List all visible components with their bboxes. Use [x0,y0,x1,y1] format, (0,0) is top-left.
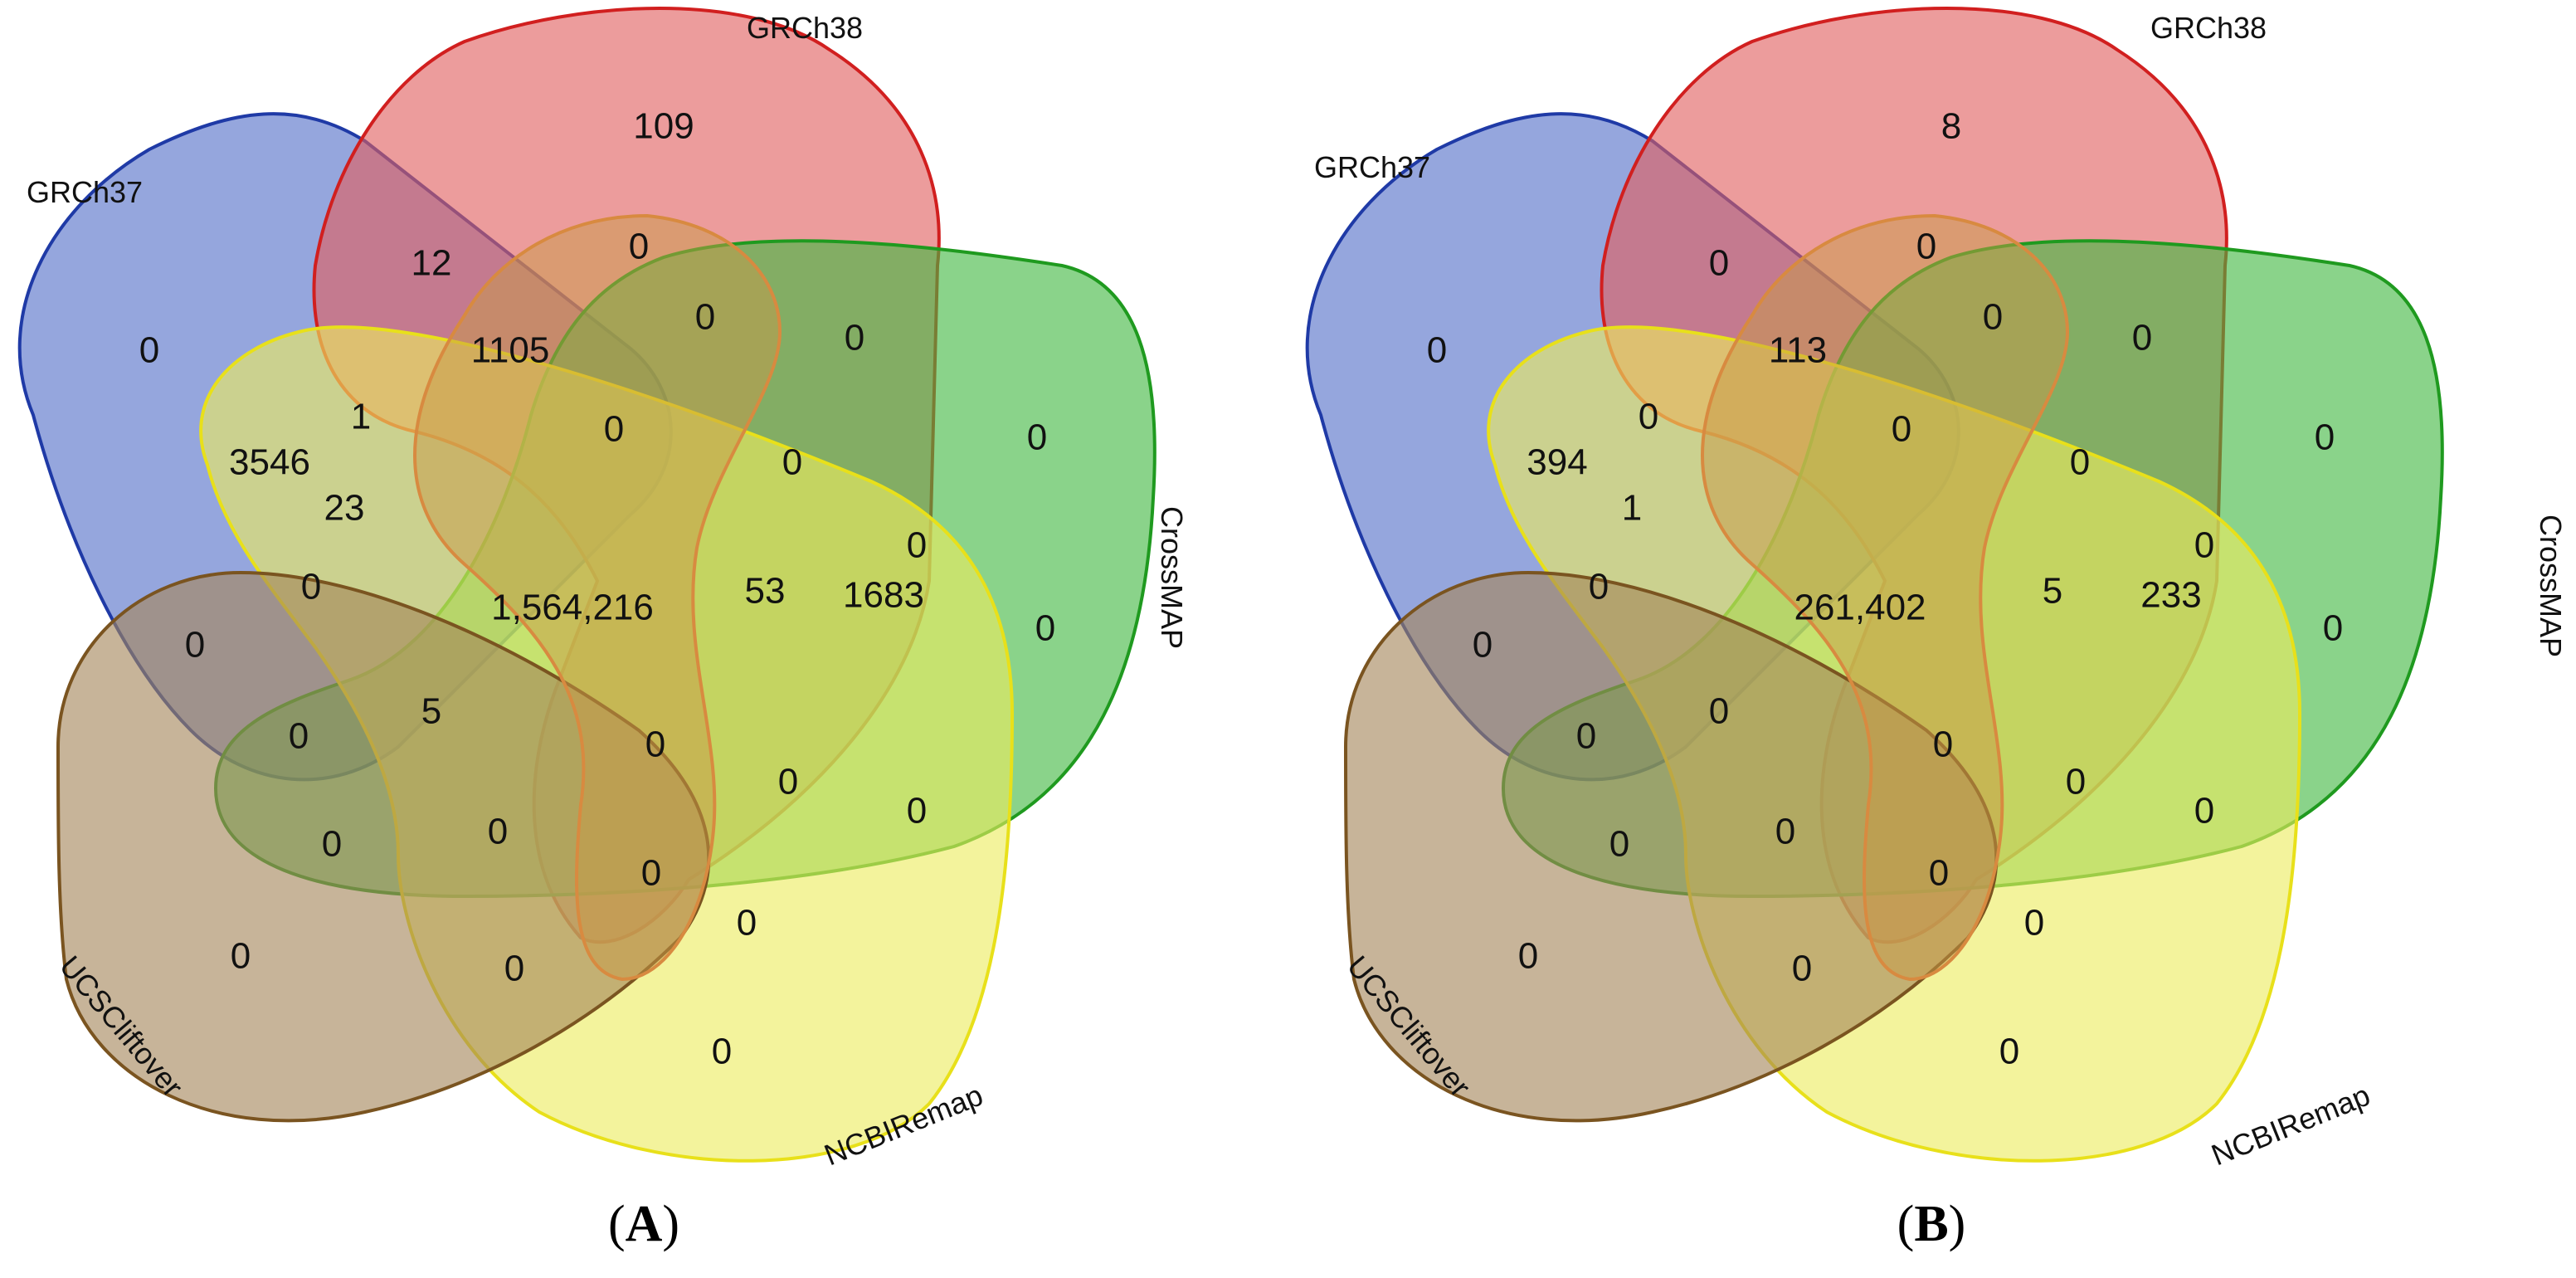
region-count: 394 [1527,442,1587,483]
set-label-crossmap: CrossMAP [2534,515,2568,657]
region-count: 5 [2043,571,2062,612]
region-count: 233 [2140,575,2201,616]
region-count: 0 [1999,1032,2019,1072]
region-count: 0 [1983,297,2003,338]
region-count: 0 [1775,812,1795,852]
panel-label-open: ( [1897,1196,1915,1252]
panel-label-open: ( [607,1196,626,1252]
region-count: 0 [1709,243,1729,284]
region-count: 113 [1769,330,1827,371]
region-count: 0 [1589,567,1609,607]
region-count: 0 [645,724,665,765]
region-count: 0 [1916,227,1936,267]
region-count: 0 [1929,853,1949,894]
region-count: 0 [712,1032,732,1072]
set-label-ncbiremap: NCBIRemap [2207,1078,2375,1173]
region-count: 0 [488,812,508,852]
region-count: 0 [301,567,321,607]
region-count: 0 [231,936,251,977]
region-count: 0 [782,442,802,483]
venn-diagram-a: GRCh37 GRCh38 CrossMAP NCBIRemap UCSClif… [17,7,1189,1172]
region-count: 0 [1576,716,1596,757]
region-count: 53 [745,571,786,612]
set-label-grch38: GRCh38 [747,11,863,45]
region-count: 0 [322,824,342,865]
region-count: 0 [629,227,649,267]
panel-label-close: ) [1948,1196,1966,1252]
set-label-grch37: GRCh37 [27,175,143,209]
region-count: 3546 [229,442,310,483]
region-count: 0 [185,625,205,666]
region-count: 0 [1892,409,1911,450]
region-count: 109 [633,106,694,147]
set-label-grch37: GRCh37 [1314,150,1430,184]
region-count: 0 [1518,936,1538,977]
region-count: 0 [778,762,798,802]
panel-b: GRCh37 GRCh38 CrossMAP NCBIRemap UCSClif… [1288,0,2575,1278]
region-count: 0 [845,318,864,359]
region-count: 5 [421,691,441,732]
region-count: 0 [2066,762,2086,802]
region-count: 0 [289,716,309,757]
region-count: 0 [2315,417,2335,458]
region-count: 0 [907,525,927,566]
panel-label-b: (B) [1848,1195,2014,1254]
set-center-core [1701,213,2070,982]
region-count: 1105 [471,330,550,371]
region-count: 0 [1639,397,1658,437]
panel-label-letter: A [625,1196,663,1252]
region-count: 8 [1941,106,1961,147]
region-count: 0 [139,330,159,371]
set-shapes [17,7,1157,1163]
region-count: 1 [1622,488,1642,529]
region-count: 12 [411,243,452,284]
panel-label-close: ) [662,1196,680,1252]
region-count: 0 [1709,691,1729,732]
venn-diagram-b: GRCh37 GRCh38 CrossMAP NCBIRemap UCSClif… [1305,7,2568,1173]
panel-a: GRCh37 GRCh38 CrossMAP NCBIRemap UCSClif… [17,7,1189,1254]
region-count: 0 [641,853,661,894]
region-count: 0 [2132,318,2152,359]
region-count: 261,402 [1794,588,1926,628]
region-count: 0 [2323,608,2343,649]
set-label-grch38: GRCh38 [2150,11,2267,45]
region-count: 23 [324,488,365,529]
region-count: 0 [907,791,927,832]
region-count: 0 [695,297,715,338]
region-count: 1 [351,397,371,437]
region-count: 0 [604,409,624,450]
region-count: 0 [1609,824,1629,865]
set-center-core [413,213,782,982]
region-count: 0 [2194,791,2214,832]
region-count: 0 [2194,525,2214,566]
region-count: 0 [1427,330,1447,371]
region-count: 0 [504,949,524,989]
set-shapes [1305,7,2444,1163]
region-count: 0 [1473,625,1493,666]
region-count: 0 [1035,608,1055,649]
region-count: 1,564,216 [491,588,654,628]
panel-label-letter: B [1914,1196,1949,1252]
region-count: 0 [2070,442,2090,483]
region-count: 0 [2024,903,2044,944]
region-count: 0 [1027,417,1047,458]
region-count: 0 [1933,724,1953,765]
region-count: 0 [737,903,757,944]
set-label-crossmap: CrossMAP [1155,506,1189,649]
panel-label-a: (A) [561,1195,727,1254]
region-count: 0 [1792,949,1812,989]
region-count: 1683 [843,575,924,616]
